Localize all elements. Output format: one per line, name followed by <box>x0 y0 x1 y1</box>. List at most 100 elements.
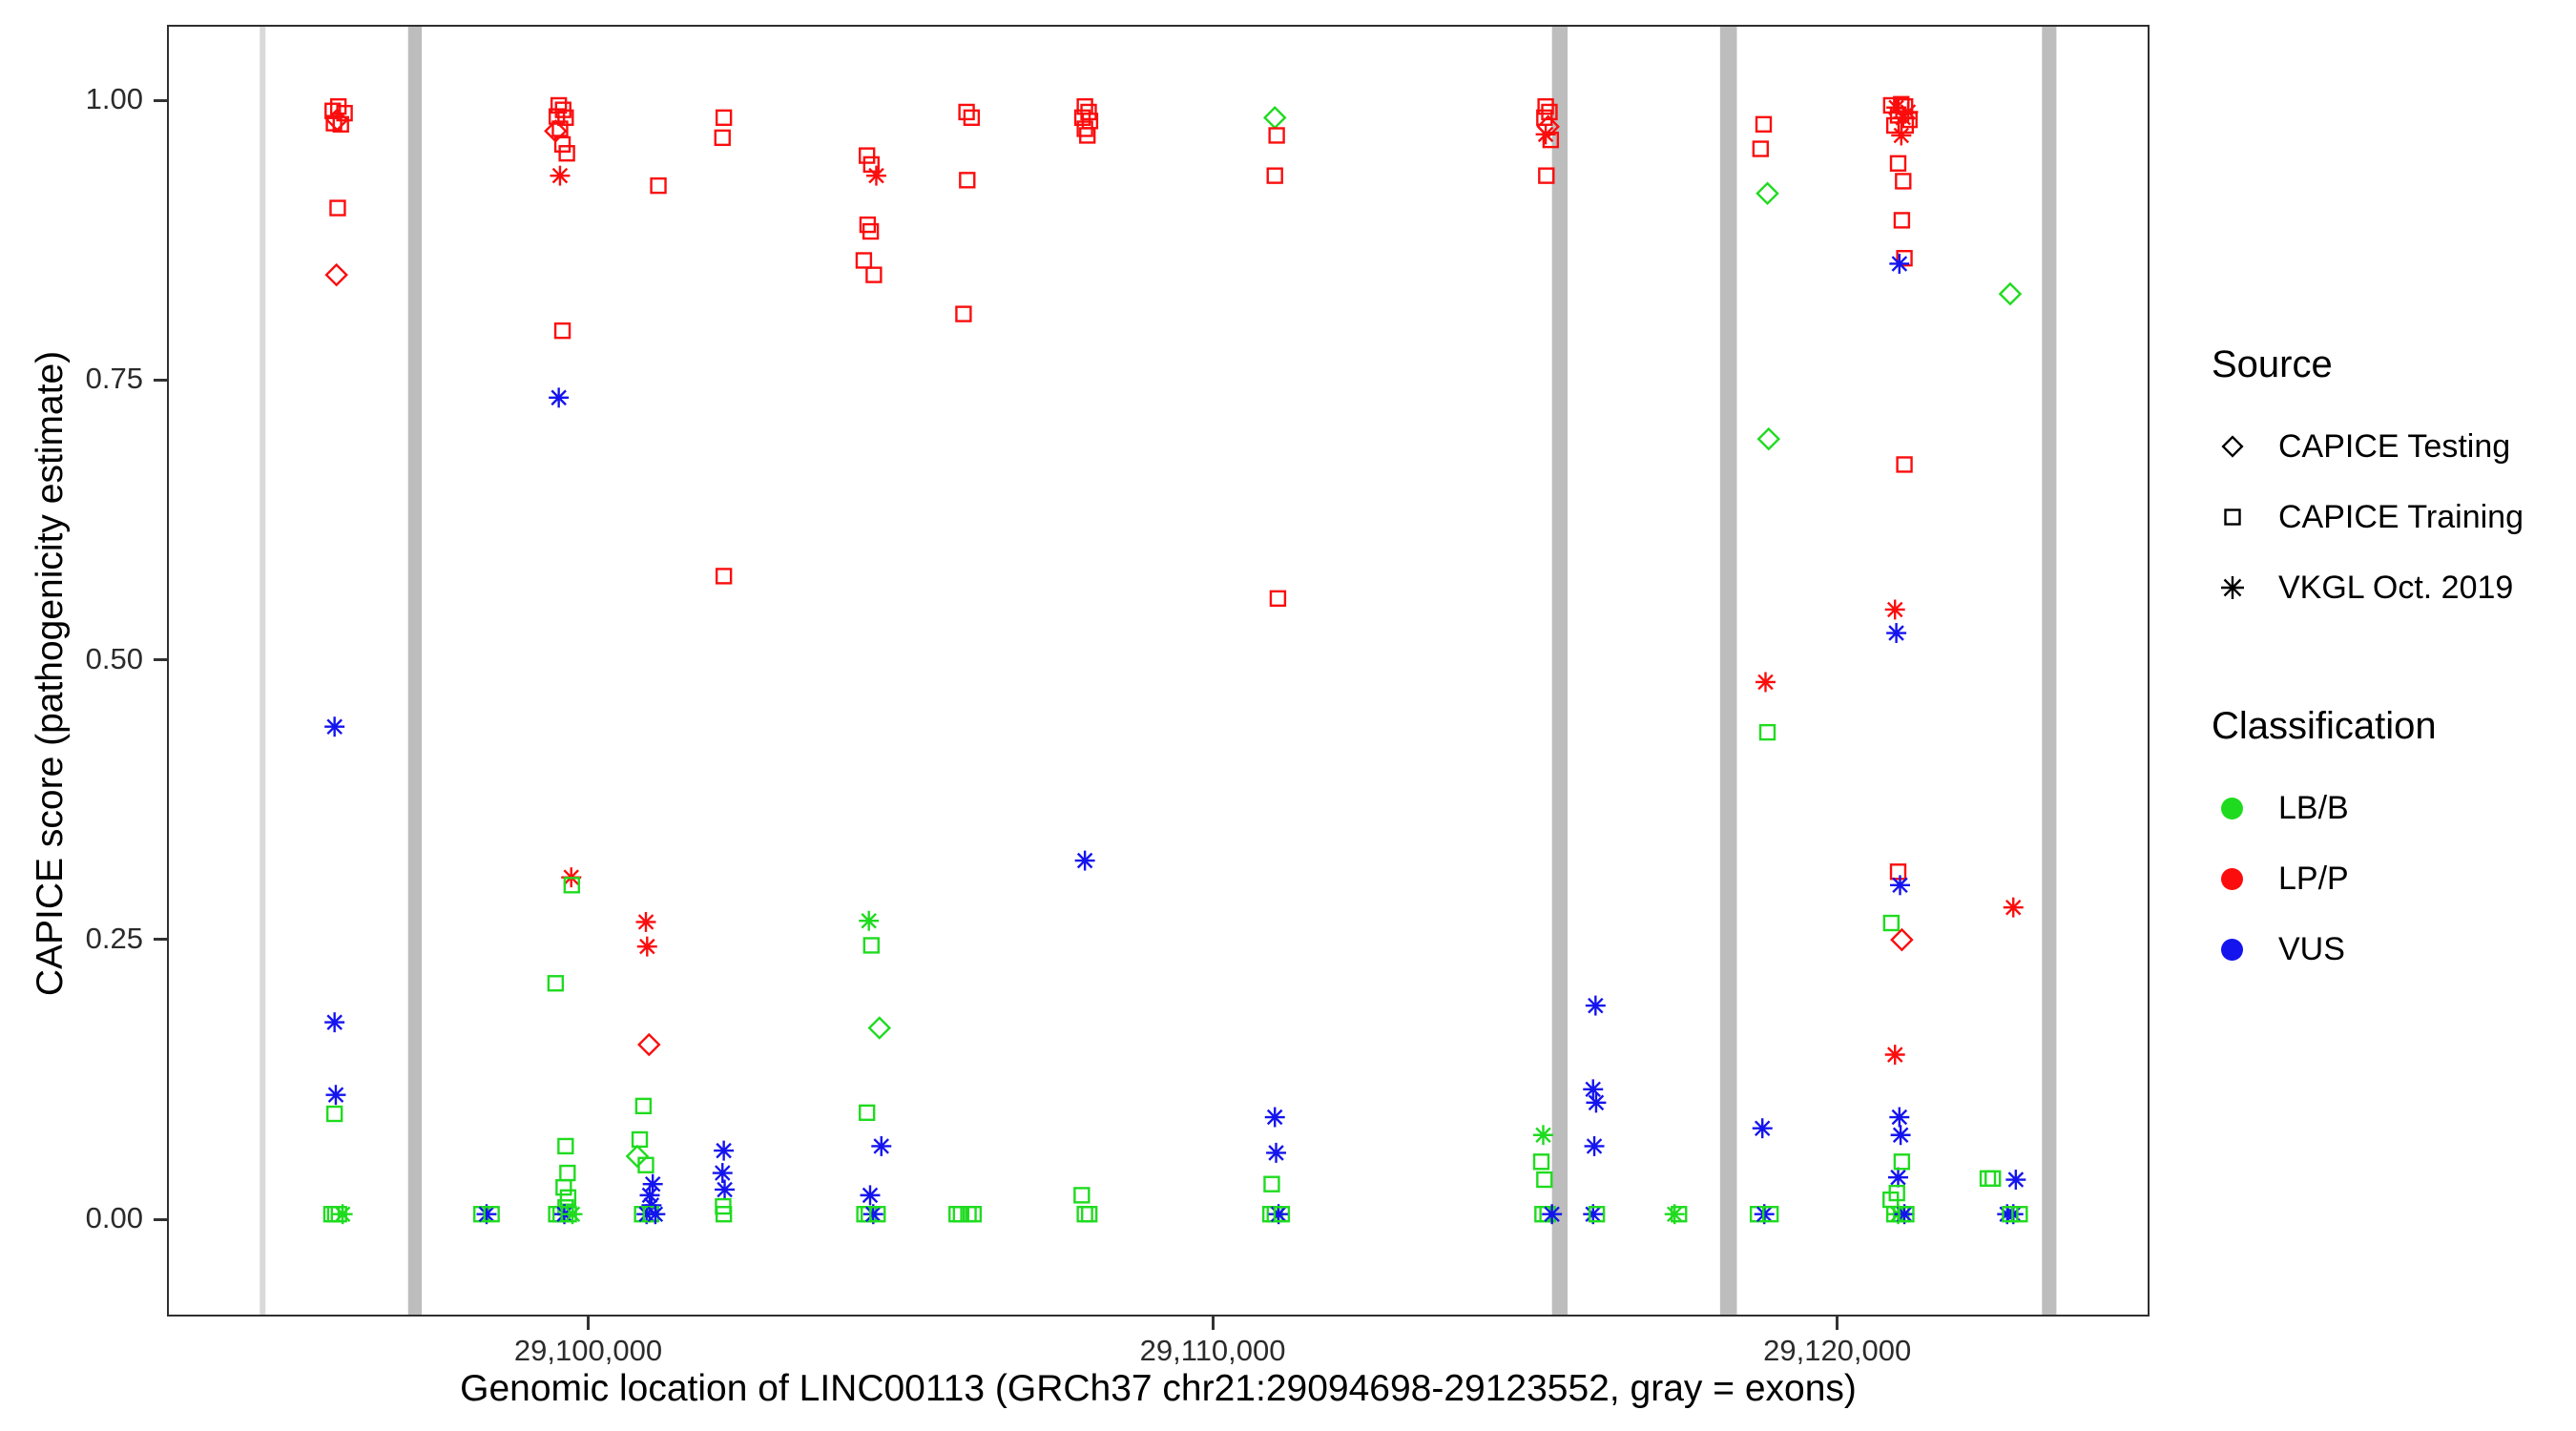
data-point <box>1890 927 1914 952</box>
x-tick-label: 29,100,000 <box>513 1334 663 1367</box>
data-point <box>549 387 570 408</box>
data-point <box>1752 1118 1773 1139</box>
x-tick-mark <box>1836 1317 1839 1330</box>
data-point <box>715 109 733 126</box>
legend-item-vkgl: VKGL Oct. 2019 <box>2212 552 2524 623</box>
data-point <box>1890 875 1910 896</box>
data-point <box>1583 1079 1604 1100</box>
data-point <box>555 1179 572 1196</box>
data-point <box>871 1135 892 1156</box>
data-point <box>715 1179 736 1200</box>
data-point <box>1884 599 1905 620</box>
data-point <box>2002 1206 2019 1223</box>
data-point <box>1268 127 1285 144</box>
asterisk-icon <box>2212 567 2254 609</box>
data-point <box>963 109 981 126</box>
data-point <box>625 1144 650 1169</box>
data-point <box>325 1105 343 1123</box>
data-point <box>650 176 667 195</box>
exon-bar <box>1719 27 1737 1315</box>
data-point <box>1890 1125 1911 1146</box>
data-point <box>637 1032 661 1057</box>
legend-item-capice-testing: CAPICE Testing <box>2212 411 2524 482</box>
data-point <box>324 262 348 287</box>
data-point <box>557 1137 574 1155</box>
data-point <box>869 1206 886 1223</box>
data-point <box>862 222 880 240</box>
y-tick-mark <box>154 938 167 942</box>
legend-label: CAPICE Testing <box>2278 427 2511 465</box>
data-point <box>1893 1153 1911 1171</box>
data-point <box>1532 1153 1550 1171</box>
plot-panel <box>167 25 2150 1317</box>
data-point <box>553 321 571 340</box>
data-point <box>1755 181 1779 206</box>
data-point <box>859 1104 876 1122</box>
data-point <box>1535 124 1556 145</box>
data-point <box>645 1204 666 1225</box>
lb-b-color-dot <box>2221 797 2243 819</box>
data-point <box>563 877 580 894</box>
y-tick-label: 0.50 <box>85 641 143 675</box>
data-point <box>332 1204 353 1225</box>
y-tick-label: 1.00 <box>85 82 143 116</box>
data-point <box>637 1156 654 1173</box>
data-point <box>1262 106 1287 130</box>
exon-bar <box>1551 27 1568 1315</box>
data-point <box>483 1206 500 1223</box>
data-point <box>1755 115 1773 133</box>
exon-bar <box>260 27 266 1315</box>
y-tick-label: 0.75 <box>85 362 143 396</box>
data-point <box>1537 97 1554 115</box>
data-point <box>1901 111 1918 129</box>
data-point <box>1889 253 1910 274</box>
data-point <box>1984 1170 2002 1187</box>
data-point <box>715 1206 733 1223</box>
y-tick-mark <box>154 98 167 102</box>
legend-label: VKGL Oct. 2019 <box>2278 569 2514 606</box>
data-point <box>1533 1125 1553 1146</box>
data-point <box>866 165 886 186</box>
data-point <box>1081 1206 1098 1223</box>
data-point <box>1889 863 1907 881</box>
data-point <box>1893 212 1911 229</box>
data-point <box>550 165 571 186</box>
data-point <box>965 1206 983 1223</box>
data-point <box>631 1130 649 1149</box>
data-point <box>1266 1142 1287 1163</box>
data-point <box>2011 1206 2028 1223</box>
data-point <box>1898 1206 1915 1223</box>
data-point <box>1588 1206 1606 1223</box>
data-point <box>1998 281 2023 306</box>
data-point <box>1755 672 1776 693</box>
lp-p-color-dot <box>2221 867 2243 890</box>
data-point <box>1586 1092 1607 1113</box>
data-point <box>1888 1184 1905 1202</box>
data-point <box>558 145 575 162</box>
legend-item-lp-p: LP/P <box>2212 843 2524 914</box>
data-point <box>1273 1206 1291 1223</box>
data-point <box>1073 1187 1091 1204</box>
data-point <box>547 975 565 992</box>
data-point <box>1538 167 1555 184</box>
data-point <box>959 172 976 189</box>
data-point <box>1542 131 1560 149</box>
data-point <box>1889 155 1907 172</box>
legend-item-capice-training: CAPICE Training <box>2212 482 2524 552</box>
data-point <box>714 1140 735 1161</box>
data-point <box>1584 1135 1605 1156</box>
data-point <box>1536 109 1553 126</box>
data-point <box>559 1189 577 1206</box>
data-point <box>1756 426 1781 451</box>
data-point <box>855 252 873 269</box>
data-point <box>1762 1206 1779 1223</box>
vus-color-dot <box>2221 938 2243 961</box>
data-point <box>325 1085 346 1106</box>
data-point <box>1536 1171 1553 1189</box>
legend-classification-title: Classification <box>2212 705 2437 747</box>
scatter-plot <box>260 27 2057 1315</box>
legend-source-title: Source <box>2212 343 2333 385</box>
data-point <box>325 108 349 132</box>
data-point <box>1264 1107 1285 1128</box>
data-point <box>324 716 345 737</box>
